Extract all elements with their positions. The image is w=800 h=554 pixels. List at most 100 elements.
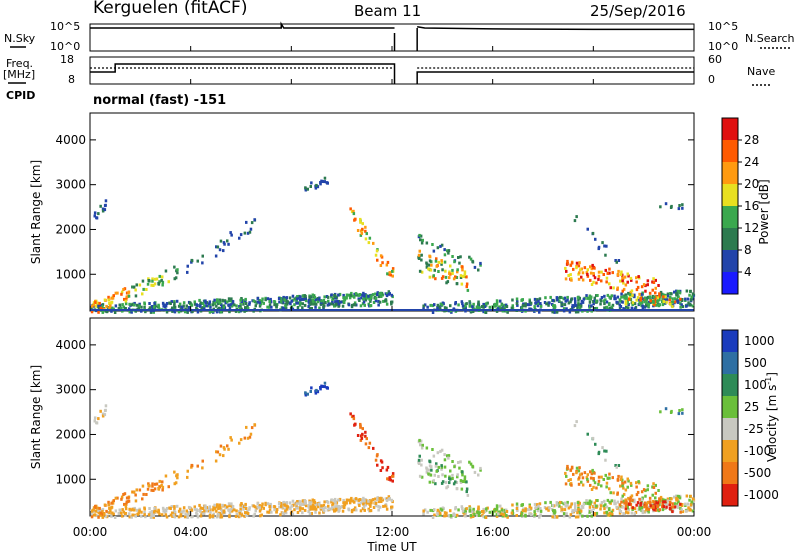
scatter-point bbox=[644, 289, 647, 293]
scatter-point bbox=[471, 260, 475, 264]
scatter-point bbox=[163, 508, 166, 512]
scatter-point bbox=[244, 507, 248, 510]
scatter-point bbox=[425, 446, 429, 450]
scatter-point bbox=[447, 251, 450, 255]
scatter-point bbox=[588, 499, 592, 503]
scatter-point bbox=[381, 261, 384, 265]
scatter-point bbox=[347, 498, 351, 502]
scatter-point bbox=[420, 258, 423, 262]
scatter-point bbox=[125, 297, 128, 301]
scatter-point bbox=[261, 502, 264, 506]
scatter-point bbox=[364, 229, 367, 233]
scatter-point bbox=[104, 309, 108, 313]
scatter-point bbox=[500, 512, 503, 516]
scatter-point bbox=[591, 231, 595, 235]
scatter-point bbox=[644, 494, 647, 498]
scatter-point bbox=[488, 510, 492, 514]
scatter-point bbox=[342, 501, 345, 505]
scatter-point bbox=[205, 304, 208, 308]
scatter-point bbox=[157, 509, 160, 513]
scatter-point bbox=[144, 310, 147, 314]
scatter-point bbox=[203, 304, 206, 308]
scatter-point bbox=[613, 294, 616, 298]
scatter-point bbox=[161, 488, 164, 492]
scatter-point bbox=[551, 298, 555, 302]
scatter-point bbox=[138, 488, 142, 492]
scatter-point bbox=[133, 301, 136, 305]
scatter-point bbox=[419, 238, 422, 242]
scatter-point bbox=[553, 509, 556, 513]
scatter-point bbox=[456, 270, 459, 274]
scatter-point bbox=[256, 300, 260, 304]
scatter-point bbox=[334, 505, 337, 509]
scatter-point bbox=[173, 470, 176, 474]
scatter-point bbox=[359, 304, 363, 308]
scatter-point bbox=[675, 289, 678, 293]
scatter-point bbox=[233, 508, 236, 512]
scatter-point bbox=[461, 265, 464, 269]
scatter-point bbox=[608, 500, 611, 504]
scatter-point bbox=[221, 305, 224, 309]
scatter-point bbox=[436, 511, 439, 514]
scatter-point bbox=[571, 306, 574, 310]
scatter-point bbox=[435, 264, 438, 268]
scatter-point bbox=[239, 438, 243, 442]
xtick-label: 20:00 bbox=[576, 525, 611, 539]
scatter-point bbox=[664, 295, 667, 299]
scatter-point bbox=[436, 513, 439, 517]
scatter-point bbox=[122, 305, 126, 309]
scatter-point bbox=[618, 306, 622, 310]
scatter-point bbox=[669, 411, 673, 414]
scatter-point bbox=[615, 300, 618, 304]
scatter-point bbox=[547, 303, 550, 307]
scatter-point bbox=[622, 307, 625, 311]
scatter-point bbox=[645, 506, 649, 510]
scatter-point bbox=[592, 280, 595, 284]
scatter-point bbox=[630, 289, 634, 293]
scatter-point bbox=[533, 305, 536, 309]
scatter-point bbox=[322, 507, 325, 511]
scatter-point bbox=[106, 305, 110, 309]
scatter-point bbox=[675, 498, 678, 502]
scatter-point bbox=[379, 292, 383, 296]
scatter-point bbox=[472, 507, 475, 511]
scatter-point bbox=[361, 432, 364, 436]
scatter-point bbox=[182, 509, 185, 513]
scatter-point bbox=[368, 236, 372, 240]
scatter-point bbox=[618, 303, 621, 307]
scatter-point bbox=[301, 306, 304, 310]
scatter-point bbox=[597, 452, 600, 456]
scatter-point bbox=[653, 508, 656, 512]
scatter-point bbox=[240, 513, 244, 517]
scatter-point bbox=[223, 504, 227, 508]
scatter-point bbox=[345, 293, 349, 297]
scatter-point bbox=[494, 302, 497, 306]
scatter-point bbox=[94, 509, 98, 513]
scatter-point bbox=[183, 310, 187, 314]
scatter-point bbox=[657, 489, 660, 492]
scatter-point bbox=[611, 508, 615, 512]
scatter-point bbox=[536, 304, 540, 308]
scatter-point bbox=[221, 510, 224, 514]
scatter-point bbox=[361, 227, 364, 231]
scatter-point bbox=[440, 259, 443, 263]
scatter-point bbox=[381, 498, 384, 502]
scatter-point bbox=[108, 511, 111, 515]
scatter-point bbox=[544, 296, 547, 300]
colorbar-frame bbox=[721, 329, 739, 507]
scatter-point bbox=[538, 502, 542, 506]
scatter-point bbox=[640, 301, 644, 304]
scatter-point bbox=[612, 491, 615, 495]
scatter-point bbox=[333, 293, 336, 297]
scatter-point bbox=[635, 298, 638, 302]
scatter-point bbox=[337, 293, 340, 297]
scatter-point bbox=[588, 505, 592, 509]
scatter-point bbox=[421, 238, 424, 242]
scatter-point bbox=[592, 505, 595, 508]
scatter-point bbox=[592, 477, 595, 480]
power-ylabel: Slant Range [km] bbox=[29, 160, 43, 264]
scatter-point bbox=[161, 506, 165, 510]
scatter-point bbox=[485, 302, 488, 306]
scatter-point bbox=[599, 507, 602, 511]
scatter-point bbox=[651, 288, 654, 292]
